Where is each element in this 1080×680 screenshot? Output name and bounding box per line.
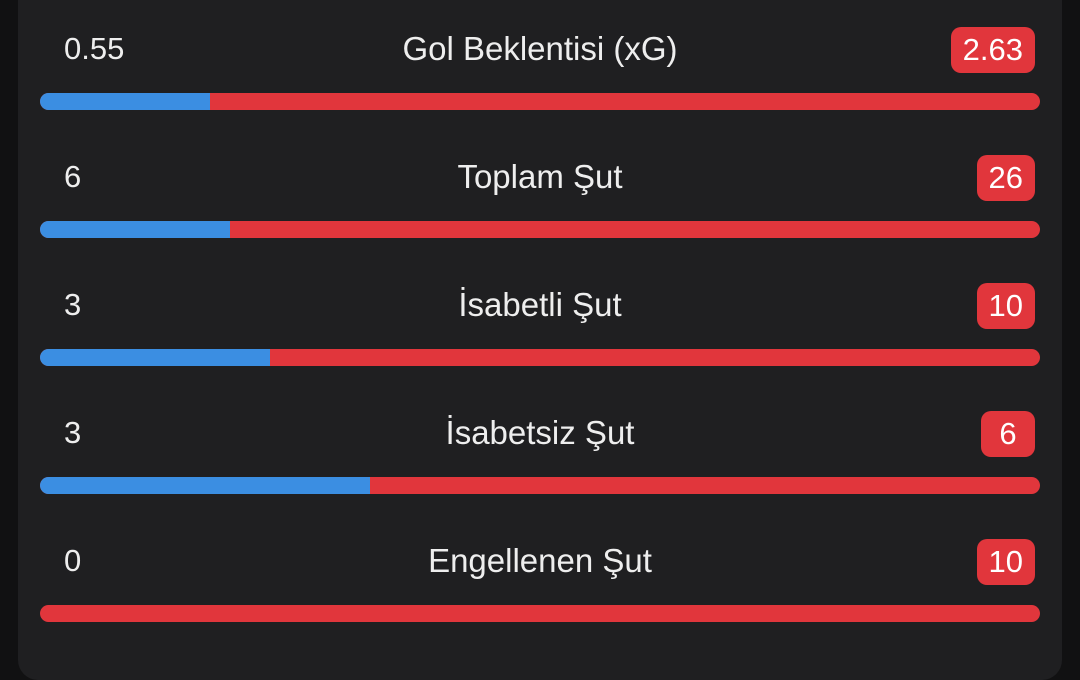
stat-row-shots-off-target: 3 İsabetsiz Şut 6 (0, 411, 1080, 539)
stat-row-blocked-shots: 0 Engellenen Şut 10 (0, 539, 1080, 667)
stat-label: İsabetsiz Şut (445, 414, 635, 451)
home-bar-fill (40, 93, 210, 110)
away-value-badge: 26 (976, 155, 1035, 201)
comparison-bar (40, 93, 1040, 110)
comparison-bar (40, 477, 1040, 494)
home-value: 0 (64, 543, 82, 578)
stat-label: İsabetli Şut (458, 286, 622, 323)
stat-label: Toplam Şut (457, 158, 623, 195)
home-value: 3 (64, 287, 82, 322)
home-value: 0.55 (64, 31, 125, 66)
home-value: 3 (64, 415, 82, 450)
comparison-bar (40, 221, 1040, 238)
away-value-badge: 10 (976, 283, 1035, 329)
away-value-badge: 10 (976, 539, 1035, 585)
match-stats-panel (18, 0, 1062, 680)
home-value: 6 (64, 159, 82, 194)
home-bar-fill (40, 477, 370, 494)
comparison-bar (40, 605, 1040, 622)
comparison-bar (40, 349, 1040, 366)
home-bar-fill (40, 349, 270, 366)
away-value-badge: 2.63 (950, 27, 1035, 73)
stat-row-xg: 0.55 Gol Beklentisi (xG) 2.63 (0, 27, 1080, 155)
stat-label: Engellenen Şut (428, 542, 652, 579)
away-value-badge: 6 (981, 411, 1035, 457)
stat-row-shots-on-target: 3 İsabetli Şut 10 (0, 283, 1080, 411)
stat-row-total-shots: 6 Toplam Şut 26 (0, 155, 1080, 283)
home-bar-fill (40, 221, 230, 238)
stat-label: Gol Beklentisi (xG) (402, 30, 678, 67)
